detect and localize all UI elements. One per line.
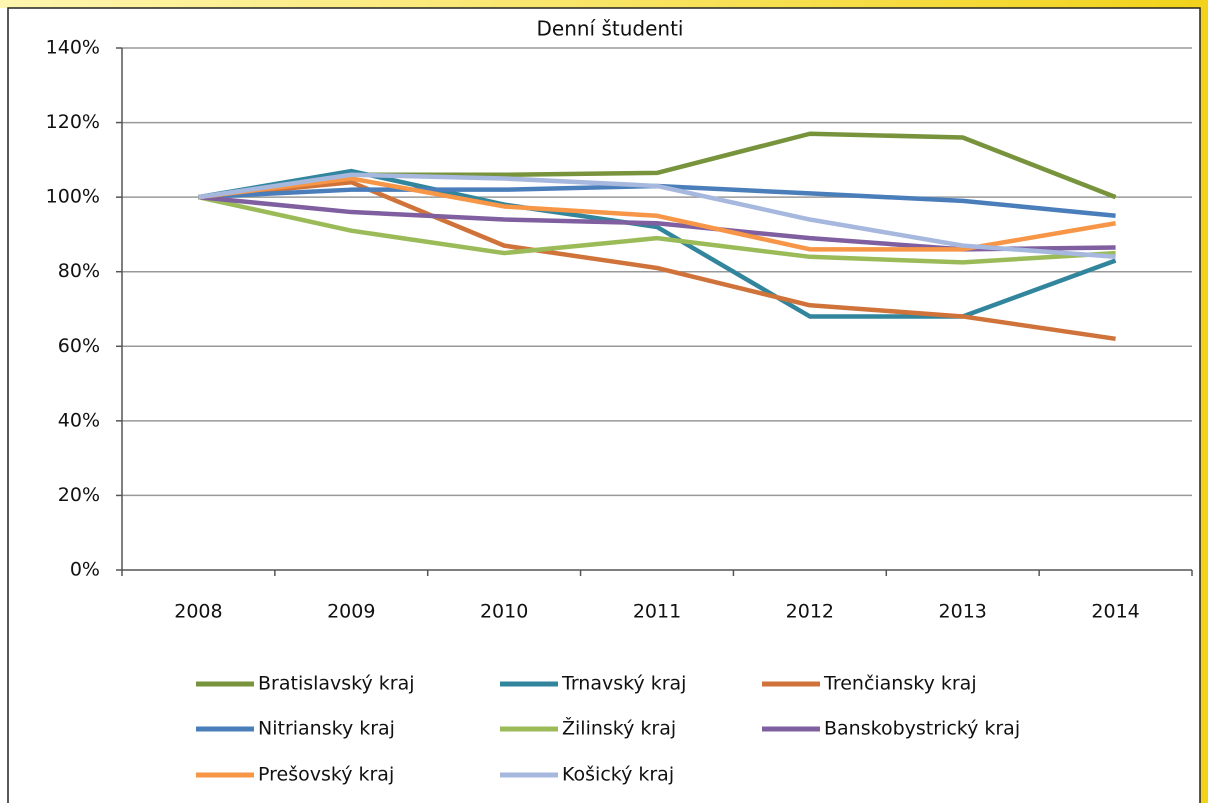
x-tick-label: 2011 bbox=[633, 601, 681, 623]
legend-label: Žilinský kraj bbox=[562, 717, 676, 740]
legend-label: Trnavský kraj bbox=[561, 673, 686, 695]
x-tick-label: 2014 bbox=[1091, 601, 1139, 623]
y-tick-label: 40% bbox=[58, 409, 100, 431]
legend-label: Banskobystrický kraj bbox=[824, 718, 1020, 740]
top-strip bbox=[0, 0, 1208, 8]
x-tick-label: 2013 bbox=[939, 601, 987, 623]
legend-label: Košický kraj bbox=[562, 764, 674, 786]
side-strip bbox=[1200, 0, 1208, 803]
y-tick-label: 140% bbox=[46, 37, 100, 59]
series-line bbox=[198, 168, 1117, 319]
series-line bbox=[198, 172, 1116, 260]
legend-label: Nitriansky kraj bbox=[258, 718, 395, 740]
series-line bbox=[198, 194, 1116, 252]
legend-label: Prešovský kraj bbox=[258, 764, 394, 786]
x-tick-label: 2010 bbox=[480, 601, 528, 623]
y-tick-label: 80% bbox=[58, 260, 100, 282]
y-tick-label: 20% bbox=[58, 484, 100, 506]
x-tick-label: 2008 bbox=[174, 601, 222, 623]
series-line bbox=[197, 194, 1116, 265]
series-line bbox=[198, 179, 1116, 342]
x-tick-label: 2009 bbox=[327, 601, 375, 623]
x-tick-label: 2012 bbox=[786, 601, 834, 623]
legend-label: Bratislavský kraj bbox=[258, 673, 415, 695]
y-tick-label: 120% bbox=[46, 111, 100, 133]
legend-label: Trenčiansky kraj bbox=[823, 673, 977, 695]
chart-title: Denní študenti bbox=[537, 17, 684, 41]
frame bbox=[7, 7, 1201, 803]
y-tick-label: 60% bbox=[58, 335, 100, 357]
y-tick-label: 0% bbox=[70, 559, 100, 581]
y-tick-label: 100% bbox=[46, 186, 100, 208]
series-line bbox=[198, 176, 1116, 252]
